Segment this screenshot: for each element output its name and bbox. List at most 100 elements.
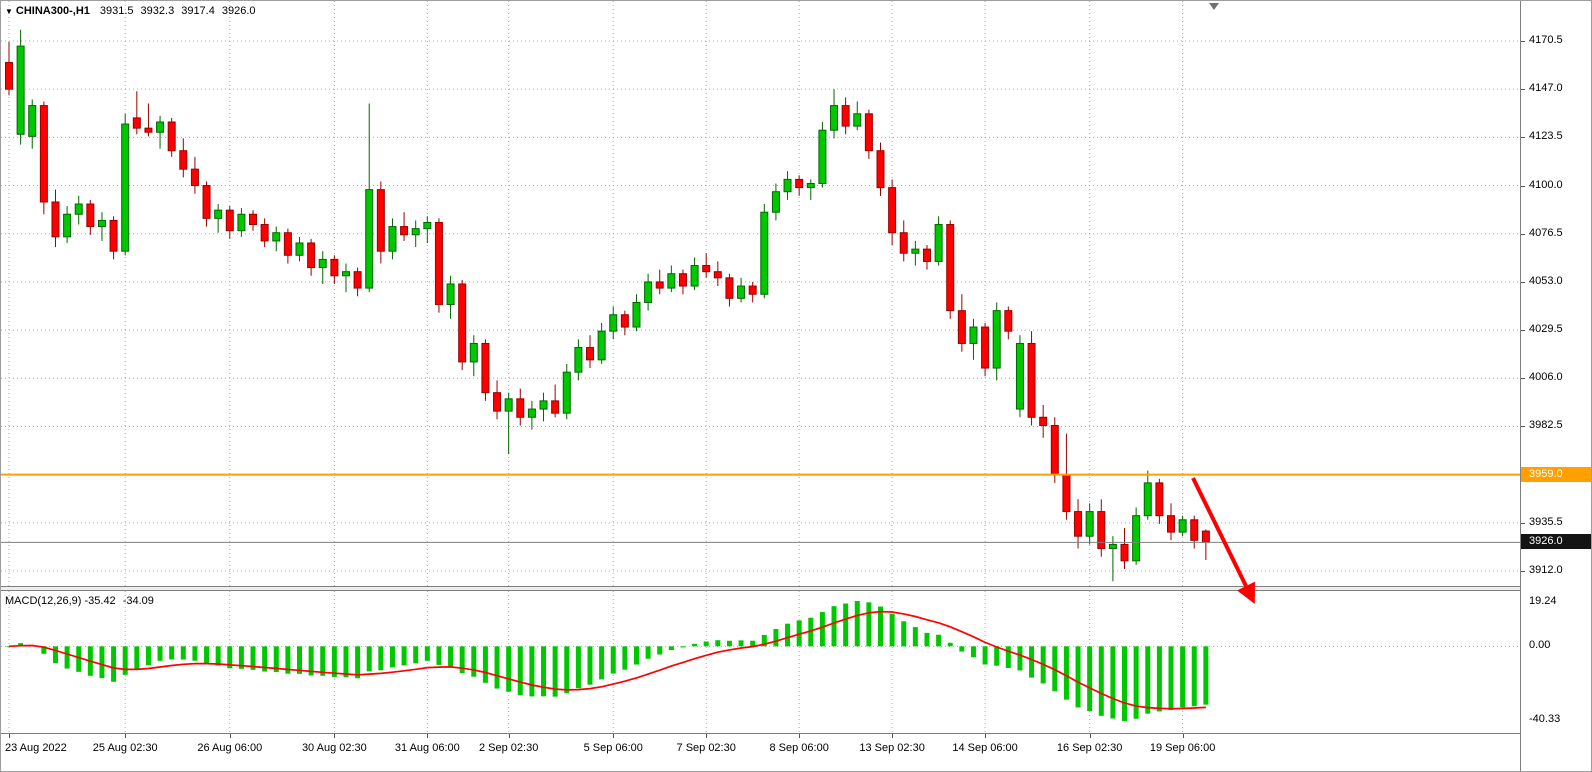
- candle-bull: [237, 213, 246, 232]
- macd-histogram-bar: [1110, 646, 1116, 719]
- macd-histogram-bar: [250, 646, 256, 670]
- candle-bear: [748, 285, 757, 295]
- time-axis-tick: [799, 734, 801, 738]
- candle-bull: [469, 342, 478, 363]
- symbol-period-label: CHINA300-,H1: [15, 5, 90, 17]
- time-axis[interactable]: 23 Aug 2022 25 Aug 02:30 26 Aug 06:00 30 Au…: [1, 733, 1520, 771]
- macd-histogram-bar: [157, 646, 163, 661]
- candle-bear: [795, 178, 804, 189]
- ohlc-open: 3931.5: [99, 5, 134, 17]
- candle-bear: [1062, 474, 1071, 513]
- candle-bear: [330, 258, 339, 277]
- macd-axis-min-label: -40.33: [1529, 713, 1561, 725]
- candle-bear: [179, 150, 188, 170]
- macd-histogram-bar: [18, 643, 24, 647]
- candle-bull: [992, 310, 1001, 369]
- time-axis-tick: [706, 734, 708, 738]
- macd-histogram-bar: [529, 646, 535, 697]
- macd-indicator-pane[interactable]: [1, 591, 1520, 733]
- price-axis[interactable]: 3959.0 3926.0 19.24 0.00 -40.33 4170.5 41…: [1520, 1, 1591, 771]
- ohlc-close: 3926.0: [221, 5, 256, 17]
- macd-histogram-bar: [901, 621, 907, 647]
- candle-bear: [1039, 416, 1048, 426]
- price-axis-tick: [1521, 185, 1525, 187]
- price-axis-tick: [1521, 233, 1525, 235]
- macd-histogram-bar: [1098, 646, 1104, 716]
- candle-bear: [376, 189, 385, 252]
- macd-histogram-bar: [657, 646, 663, 655]
- candle-bear: [864, 113, 873, 152]
- macd-histogram-bar: [773, 629, 779, 647]
- orange-line-price-badge: 3959.0: [1521, 466, 1591, 482]
- chart-shift-marker[interactable]: [1209, 3, 1219, 10]
- candle-bull: [1085, 511, 1094, 537]
- candle-bear: [725, 277, 734, 299]
- candle-bull: [806, 183, 815, 189]
- candle-bull: [365, 189, 374, 289]
- time-axis-tick: [1089, 734, 1091, 738]
- macd-histogram-bar: [471, 646, 477, 677]
- macd-histogram-bar: [355, 646, 361, 679]
- macd-histogram-bar: [959, 646, 965, 652]
- candle-bear: [516, 398, 525, 418]
- candle-bear: [841, 105, 850, 127]
- macd-histogram-bar: [785, 623, 791, 647]
- time-axis-label: 2 Sep 02:30: [478, 742, 539, 754]
- macd-histogram-bar: [180, 646, 186, 660]
- candle-bull: [388, 226, 397, 252]
- macd-histogram-bar: [494, 646, 500, 689]
- macd-label: MACD(12,26,9): [5, 595, 82, 607]
- candle-bear: [946, 224, 955, 312]
- candle-bear: [620, 314, 629, 328]
- time-axis-tick: [892, 734, 894, 738]
- candle-bull: [597, 330, 606, 361]
- macd-histogram-bar: [564, 646, 570, 694]
- price-axis-tick: [1521, 522, 1525, 524]
- macd-value: -35.42: [84, 595, 116, 607]
- pane-separator[interactable]: [1, 586, 1520, 591]
- price-axis-tick: [1521, 378, 1525, 380]
- candle-bull: [1132, 515, 1141, 562]
- candle-bear: [1004, 310, 1013, 332]
- candle-bear: [202, 185, 211, 219]
- macd-histogram-bar: [1191, 646, 1197, 707]
- macd-histogram-bar: [1087, 646, 1093, 712]
- candle-bull: [632, 301, 641, 328]
- candle-bull: [527, 408, 536, 418]
- collapse-icon[interactable]: ▼: [5, 7, 13, 16]
- ohlc-low: 3917.4: [181, 5, 215, 17]
- candle-bear: [190, 168, 199, 187]
- macd-histogram-bar: [633, 646, 639, 665]
- time-axis-label: 31 Aug 06:00: [394, 742, 460, 754]
- candle-bear: [260, 224, 269, 242]
- candle-bear: [1050, 424, 1059, 476]
- macd-histogram-bar: [506, 646, 512, 692]
- macd-histogram-bar: [459, 646, 465, 674]
- candle-bull: [341, 271, 350, 277]
- macd-histogram-bar: [424, 646, 430, 661]
- candle-bear: [132, 117, 141, 129]
- macd-histogram-bar: [668, 646, 674, 651]
- price-axis-tick: [1521, 281, 1525, 283]
- price-axis-label: 4076.5: [1529, 226, 1563, 239]
- candle-bear: [5, 62, 13, 90]
- macd-histogram-bar: [482, 646, 488, 683]
- macd-histogram-bar: [320, 646, 326, 676]
- macd-histogram-bar: [215, 646, 221, 666]
- candle-bull: [760, 211, 769, 295]
- macd-histogram-bar: [1180, 646, 1186, 708]
- macd-histogram-bar: [6, 646, 12, 648]
- candle-bull: [562, 371, 571, 414]
- macd-histogram-bar: [575, 646, 581, 689]
- macd-histogram-bar: [622, 646, 628, 670]
- candle-bull: [934, 224, 943, 262]
- macd-histogram-bar: [285, 646, 291, 674]
- candle-bear: [1074, 511, 1083, 537]
- macd-histogram-bar: [541, 646, 547, 697]
- price-axis-label: 3912.0: [1529, 564, 1563, 577]
- macd-histogram-bar: [982, 646, 988, 665]
- macd-histogram-bar: [680, 646, 686, 648]
- time-axis-label: 14 Sep 06:00: [952, 742, 1018, 754]
- time-axis-tick: [9, 734, 10, 738]
- candlestick-chart-pane[interactable]: [1, 1, 1520, 586]
